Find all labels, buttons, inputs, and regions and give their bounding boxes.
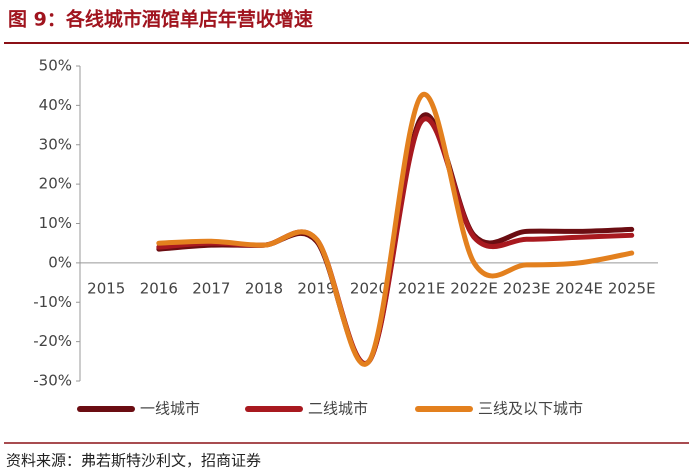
- series-line: [156, 91, 635, 367]
- x-tick-label: 2025E: [608, 279, 656, 297]
- y-tick-label: -30%: [33, 372, 72, 390]
- x-tick-label: 2023E: [503, 279, 551, 297]
- y-tick-label: -10%: [33, 293, 72, 311]
- chart-title: 图 9：各线城市酒馆单店年营收增速: [8, 8, 313, 31]
- x-tick-label: 2021E: [398, 279, 446, 297]
- x-tick-label: 2019: [297, 279, 335, 297]
- y-tick-label: 20%: [39, 175, 72, 193]
- legend-label: 三线及以下城市: [478, 400, 583, 418]
- y-tick-label: 10%: [39, 214, 72, 232]
- x-tick-label: 2017: [192, 279, 230, 297]
- y-tick-label: 0%: [48, 253, 72, 271]
- x-tick-label: 2024E: [555, 279, 603, 297]
- x-tick-label: 2022E: [450, 279, 498, 297]
- x-tick-label: 2018: [245, 279, 283, 297]
- source: 资料来源：弗若斯特沙利文，招商证券: [6, 452, 261, 470]
- legend-label: 二线城市: [308, 400, 368, 418]
- x-tick-label: 2020: [350, 279, 388, 297]
- x-tick-label: 2016: [140, 279, 178, 297]
- y-tick-label: 50%: [39, 57, 72, 75]
- y-tick-label: 40%: [39, 96, 72, 114]
- y-tick-label: -20%: [33, 332, 72, 350]
- legend-label: 一线城市: [140, 400, 200, 418]
- x-tick-label: 2015: [87, 279, 125, 297]
- y-tick-label: 30%: [39, 135, 72, 153]
